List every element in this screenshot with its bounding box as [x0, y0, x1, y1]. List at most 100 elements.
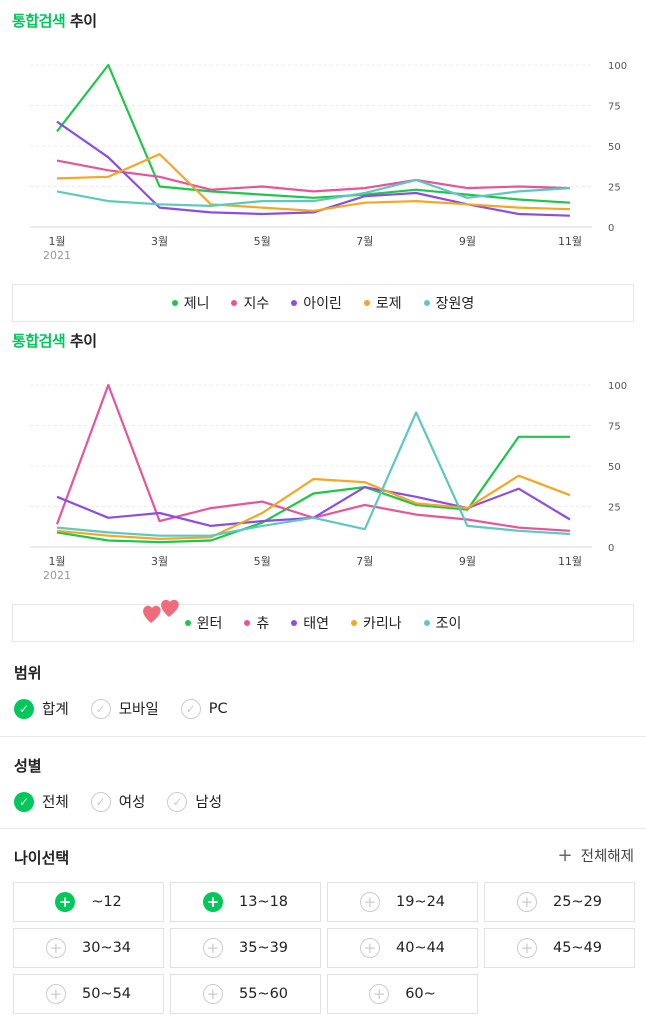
age-option-label: 13~18	[238, 894, 289, 910]
gender-option[interactable]: ✓ 전체	[14, 791, 69, 812]
legend-item[interactable]: 아이린	[291, 293, 342, 313]
age-option-button[interactable]: +50~54	[13, 974, 164, 1014]
range-option-label: PC	[208, 700, 228, 717]
legend-label: 태연	[303, 616, 329, 632]
y-tick-label: 25	[608, 183, 621, 194]
gender-option[interactable]: ✓ 남성	[167, 791, 222, 812]
gender-option-label: 전체	[42, 795, 69, 811]
legend-item[interactable]: 장원영	[423, 293, 475, 313]
y-tick-label: 100	[608, 61, 627, 72]
age-option-label: 30~34	[81, 940, 132, 956]
x-tick-label: 5월	[254, 235, 271, 248]
legend-item[interactable]: 츄	[244, 613, 269, 633]
plus-circle-off-icon: +	[516, 892, 537, 912]
x-tick-label: 5월	[254, 555, 271, 568]
age-option-label: 19~24	[395, 894, 446, 910]
legend-label: 지수	[243, 296, 270, 312]
age-option-button[interactable]: +60~	[327, 974, 478, 1014]
chart1-legend: 제니 지수 아이린 로제 장원영	[12, 284, 634, 322]
legend-dot-icon	[171, 300, 178, 306]
x-tick-label: 1월	[48, 235, 65, 248]
series-line-4	[56, 178, 571, 207]
series-line-3	[56, 474, 571, 540]
divider	[0, 736, 646, 737]
range-option[interactable]: ✓ 모바일	[90, 698, 159, 719]
series-line-3	[56, 152, 571, 212]
check-off-icon: ✓	[180, 698, 201, 719]
plus-circle-off-icon: +	[202, 938, 223, 958]
age-option-button[interactable]: +55~60	[170, 974, 321, 1014]
x-tick-label: 7월	[356, 555, 373, 568]
legend-item[interactable]: 카리나	[351, 613, 402, 633]
legend-dot-icon	[291, 300, 298, 306]
legend-dot-icon	[363, 300, 370, 306]
legend-dot-icon	[291, 620, 298, 626]
heart-sticker-icon	[143, 599, 179, 623]
age-option-button[interactable]: +35~39	[170, 928, 321, 968]
legend-dot-icon	[184, 620, 191, 626]
x-tick-label: 3월	[151, 555, 168, 568]
range-option[interactable]: ✓ PC	[180, 698, 228, 719]
legend-item[interactable]: 조이	[423, 613, 461, 633]
legend-item[interactable]: 윈터	[184, 613, 223, 633]
legend-item[interactable]: 로제	[363, 293, 402, 313]
age-option-label: 35~39	[238, 940, 289, 956]
plus-circle-off-icon: +	[359, 892, 380, 912]
check-off-icon: ✓	[90, 698, 111, 719]
legend-dot-icon	[231, 300, 238, 306]
age-option-button[interactable]: + ~12	[13, 882, 164, 922]
legend-item[interactable]: 제니	[171, 293, 210, 313]
age-option-button[interactable]: +30~34	[13, 928, 164, 968]
legend-label: 제니	[183, 296, 210, 312]
series-line-4	[56, 411, 571, 537]
chart2-title: 통합검색 추이	[12, 330, 97, 351]
series-line-0	[56, 435, 570, 544]
y-tick-label: 100	[608, 381, 627, 392]
age-option-label: 40~44	[395, 940, 446, 956]
age-title: 나이선택	[14, 849, 70, 867]
legend-dot-icon	[244, 620, 251, 626]
legend-label: 윈터	[196, 616, 223, 632]
age-option-label: 55~60	[238, 986, 289, 1002]
range-option[interactable]: ✓ 합계	[14, 698, 69, 719]
y-tick-label: 50	[608, 142, 621, 153]
age-option-button[interactable]: +40~44	[327, 928, 478, 968]
gender-options: ✓ 전체 ✓ 여성 ✓ 남성	[14, 791, 222, 812]
legend-label: 아이린	[303, 296, 342, 312]
legend-dot-icon	[423, 620, 430, 626]
legend-dot-icon	[351, 620, 357, 626]
x-tick-label: 7월	[356, 235, 373, 248]
x-tick-label: 11월	[558, 235, 582, 248]
legend-item[interactable]: 태연	[291, 613, 329, 633]
legend-label: 장원영	[435, 296, 475, 312]
chart1-title-rest: 추이	[65, 12, 97, 30]
age-option-button[interactable]: +19~24	[327, 882, 478, 922]
plus-circle-off-icon: +	[369, 984, 390, 1004]
range-option-label: 모바일	[118, 702, 159, 718]
plus-circle-off-icon: +	[45, 984, 66, 1004]
legend-label: 츄	[256, 616, 270, 632]
year-label: 2021	[43, 249, 71, 262]
plus-circle-off-icon: +	[359, 938, 380, 958]
age-option-button[interactable]: +45~49	[484, 928, 635, 968]
range-option-label: 합계	[42, 702, 69, 718]
x-tick-label: 1월	[48, 555, 65, 568]
chart2-title-rest: 추이	[65, 332, 97, 350]
legend-item[interactable]: 지수	[231, 293, 269, 313]
age-option-button[interactable]: +25~29	[484, 882, 635, 922]
legend-label: 로제	[375, 296, 402, 312]
legend-label: 카리나	[363, 616, 402, 632]
gender-title: 성별	[14, 757, 42, 775]
gender-option-label: 여성	[118, 795, 146, 811]
reset-all-button[interactable]: + 전체해제	[558, 845, 634, 866]
gender-option[interactable]: ✓ 여성	[90, 791, 146, 812]
chart1-title-green: 통합검색	[12, 12, 66, 30]
year-label: 2021	[43, 569, 71, 582]
age-option-label: 25~29	[552, 894, 603, 910]
check-off-icon: ✓	[90, 791, 111, 812]
x-tick-label: 9월	[459, 555, 476, 568]
y-tick-label: 0	[608, 543, 614, 554]
y-tick-label: 50	[608, 462, 621, 473]
age-option-label: 60~	[405, 986, 436, 1002]
age-option-button[interactable]: +13~18	[170, 882, 321, 922]
